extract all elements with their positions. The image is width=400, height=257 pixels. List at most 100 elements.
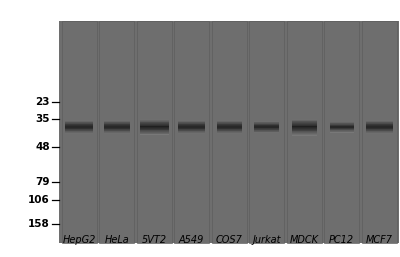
Bar [0, 0, 400, 21]
Bar [254, 127, 279, 128]
Bar [366, 132, 392, 133]
Bar [292, 122, 317, 123]
Bar [140, 125, 168, 126]
Bar [366, 131, 392, 132]
Bar [366, 125, 392, 126]
Bar [292, 124, 317, 125]
Bar [330, 122, 354, 123]
Bar [366, 123, 392, 124]
Bar [254, 132, 279, 133]
Bar [216, 126, 242, 127]
Bar [178, 133, 205, 134]
Bar [292, 119, 317, 120]
Bar [66, 124, 93, 125]
Bar [216, 120, 242, 121]
Bar [254, 131, 279, 132]
Bar [330, 127, 354, 128]
Bar [66, 123, 93, 124]
Bar [292, 133, 317, 134]
Bar [66, 130, 93, 131]
Bar [254, 129, 279, 130]
Bar [254, 130, 279, 131]
Text: COS7: COS7 [216, 235, 243, 245]
Text: 48: 48 [35, 142, 50, 152]
Bar [216, 123, 242, 124]
Text: PC12: PC12 [329, 235, 354, 245]
Bar [292, 121, 317, 122]
Text: 5VT2: 5VT2 [142, 235, 167, 245]
Text: HepG2: HepG2 [62, 235, 96, 245]
Text: MDCK: MDCK [290, 235, 319, 245]
Bar [66, 129, 93, 130]
Bar [104, 125, 130, 126]
Bar [178, 127, 205, 128]
Bar [140, 122, 168, 123]
Text: A549: A549 [179, 235, 204, 245]
Bar [366, 120, 392, 121]
Bar [216, 132, 242, 133]
Bar [140, 123, 168, 124]
Bar [216, 133, 242, 134]
Bar [140, 134, 168, 135]
Text: 79: 79 [36, 177, 50, 187]
Bar [292, 132, 317, 133]
Bar [104, 122, 130, 123]
Bar [140, 119, 168, 120]
Bar [178, 130, 205, 131]
Bar [104, 127, 130, 128]
Bar [66, 128, 93, 129]
Bar [178, 122, 205, 123]
Bar [178, 129, 205, 130]
Bar [366, 124, 392, 125]
Bar [140, 126, 168, 127]
Bar [292, 134, 317, 135]
Bar [292, 127, 317, 128]
Bar [292, 131, 317, 132]
Bar [254, 123, 279, 124]
Bar [174, 21, 209, 243]
Bar [330, 129, 354, 130]
Bar [178, 120, 205, 121]
Bar [216, 127, 242, 128]
Bar [254, 126, 279, 127]
Bar [66, 127, 93, 128]
Bar [178, 124, 205, 125]
Bar [216, 122, 242, 123]
Text: 158: 158 [28, 219, 50, 229]
Bar [330, 123, 354, 124]
Bar [366, 130, 392, 131]
Bar [254, 121, 279, 122]
Bar [140, 128, 168, 129]
Bar [330, 128, 354, 129]
Text: HeLa: HeLa [104, 235, 129, 245]
Bar [104, 121, 130, 122]
Bar [292, 125, 317, 126]
Bar [216, 129, 242, 130]
Text: 23: 23 [36, 97, 50, 107]
Bar [99, 21, 134, 243]
Bar [330, 130, 354, 131]
Bar [249, 21, 284, 243]
Bar [137, 21, 172, 243]
Bar [66, 121, 93, 122]
Bar [330, 124, 354, 125]
Bar [140, 129, 168, 130]
Bar [330, 132, 354, 133]
Bar [292, 128, 317, 129]
Text: 35: 35 [36, 114, 50, 124]
Bar [366, 126, 392, 127]
Bar [178, 121, 205, 122]
Bar [104, 131, 130, 132]
Bar [324, 21, 359, 243]
Bar [140, 130, 168, 131]
Bar [178, 125, 205, 126]
Bar [292, 126, 317, 127]
Bar [66, 122, 93, 123]
Bar [140, 133, 168, 134]
Bar [104, 128, 130, 129]
Text: MCF7: MCF7 [366, 235, 393, 245]
Bar [104, 129, 130, 130]
Bar [62, 21, 97, 243]
Bar [254, 125, 279, 126]
Bar [104, 120, 130, 121]
